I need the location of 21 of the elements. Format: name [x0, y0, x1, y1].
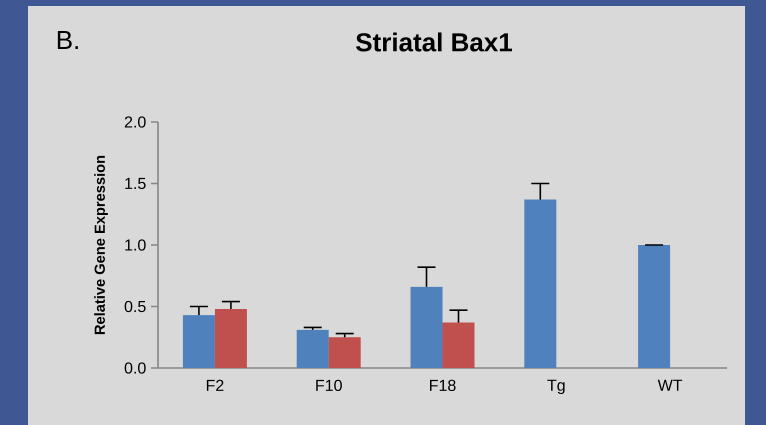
x-tick-label: WT [658, 380, 682, 391]
y-tick-label: 0.5 [124, 300, 146, 312]
bar [296, 330, 329, 368]
bar [638, 245, 670, 368]
bar [410, 286, 443, 368]
y-axis-title: Relative Gene Expression [94, 156, 108, 334]
bar [182, 315, 215, 368]
y-tick-label: 2.0 [124, 116, 146, 128]
y-tick-label: 1.0 [125, 239, 146, 251]
x-tick-label: F10 [316, 380, 342, 392]
x-tick-label: F2 [206, 380, 224, 391]
y-tick-label: 0.0 [124, 362, 146, 374]
text: B. [58, 31, 78, 49]
bar [328, 337, 361, 368]
bar [214, 308, 247, 368]
bar [524, 199, 556, 368]
chart-title: Striatal Bax1 [356, 32, 512, 52]
x-tick-label: F18 [430, 380, 456, 392]
x-tick-label: Tg [547, 380, 565, 394]
bar [442, 322, 475, 368]
y-tick-label: 1.5 [125, 178, 146, 190]
